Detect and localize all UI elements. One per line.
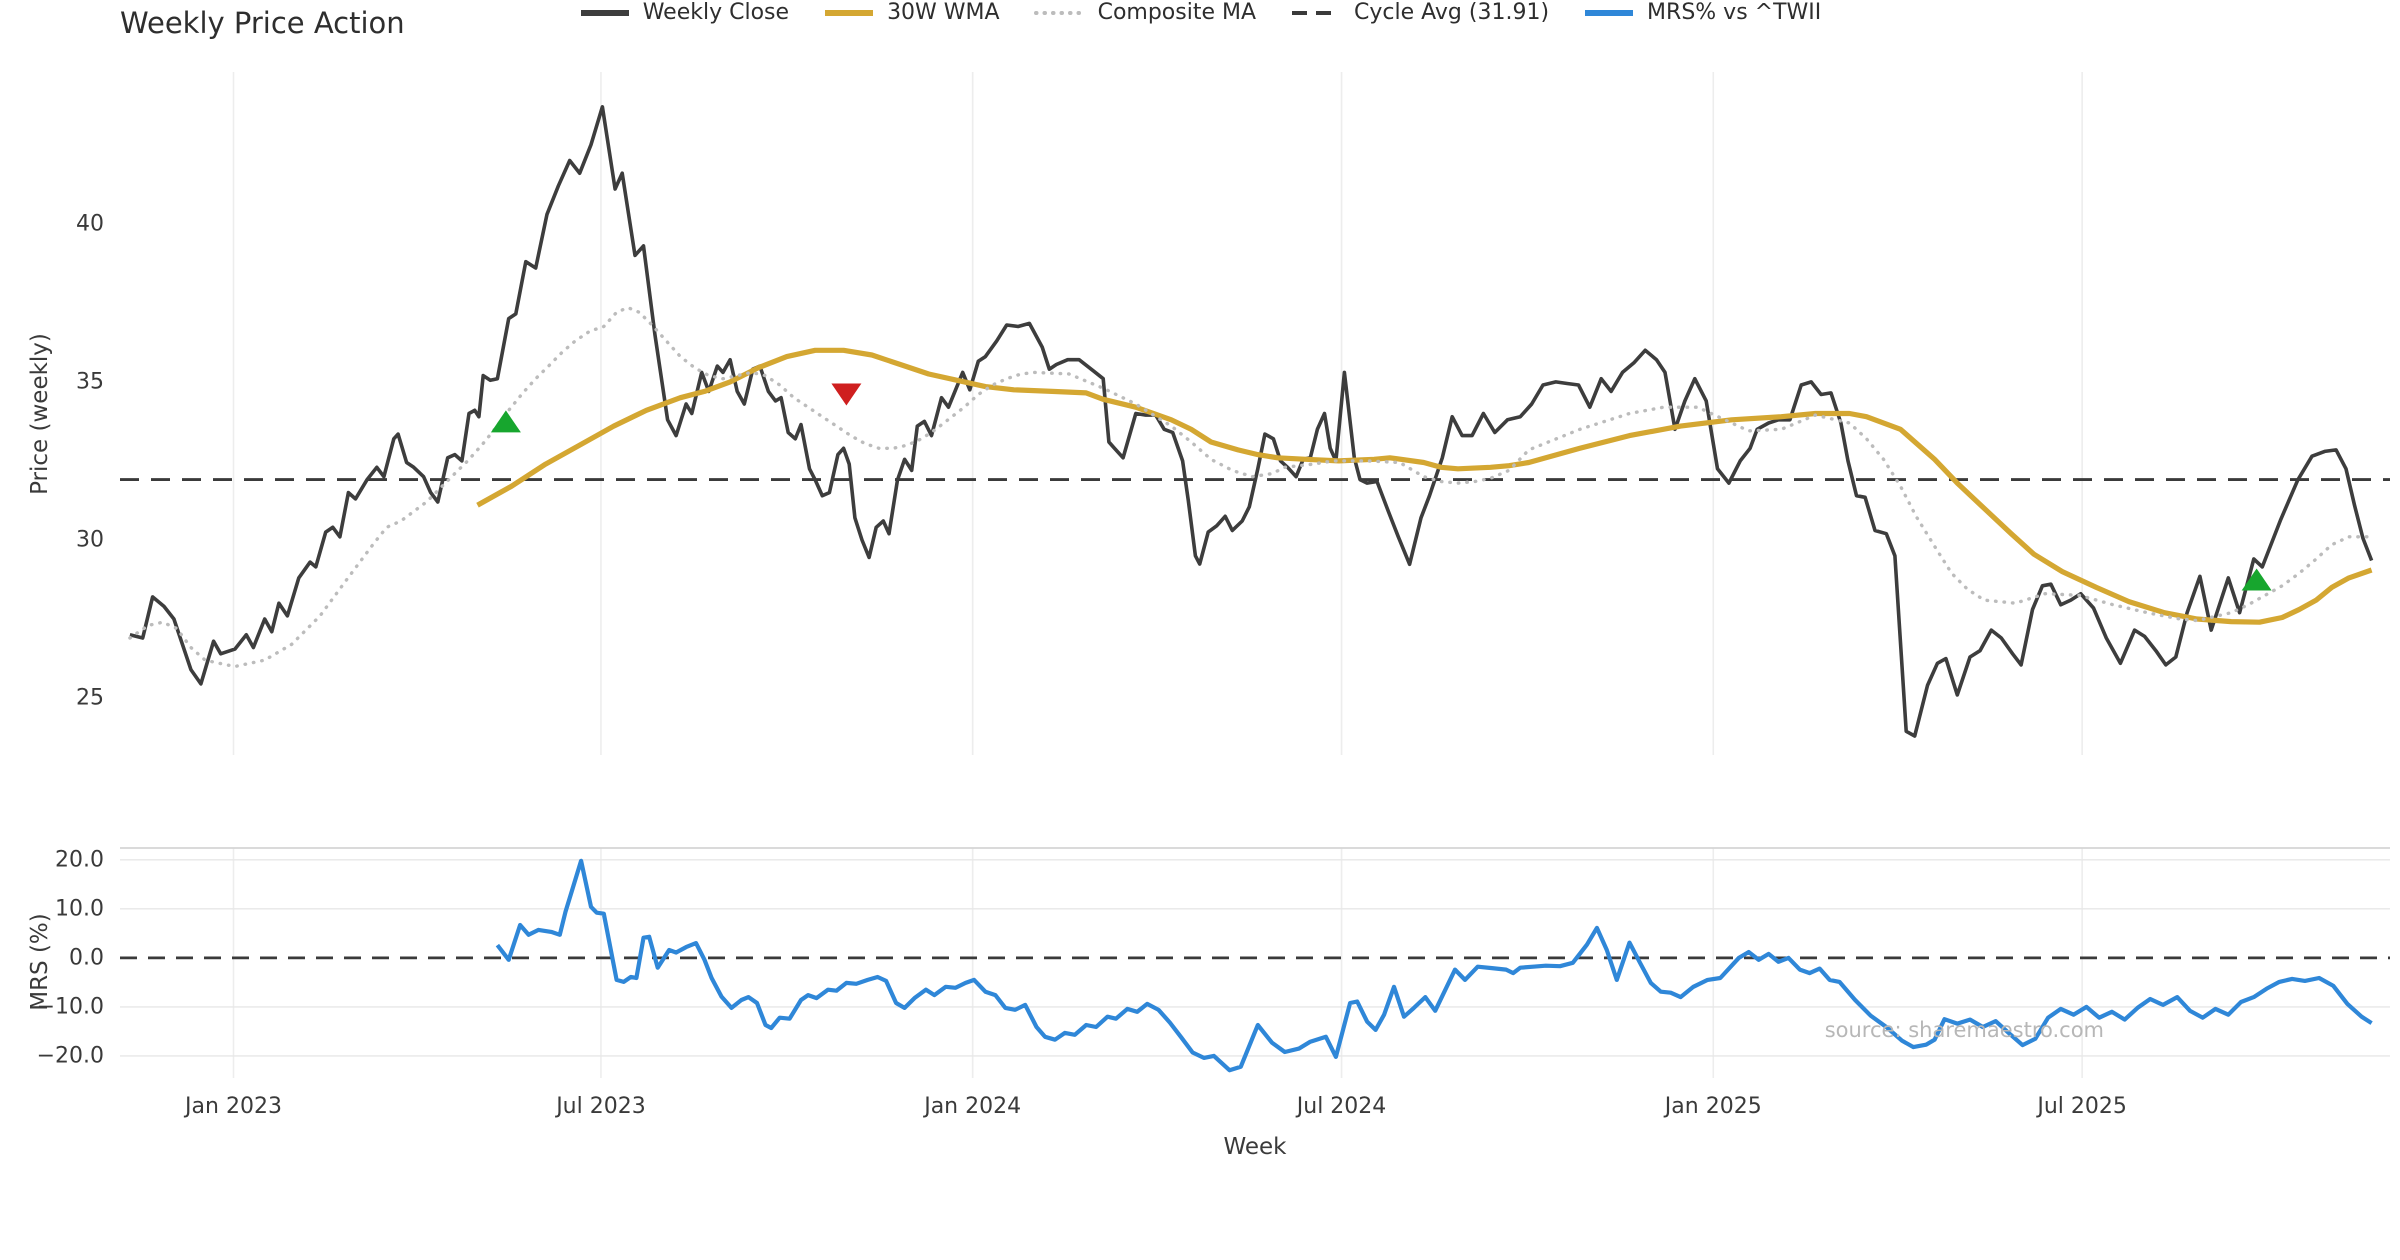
legend-label: 30W WMA — [887, 0, 1000, 25]
legend-label: Cycle Avg (31.91) — [1354, 0, 1550, 25]
sell-signal-triangle-icon — [831, 383, 862, 406]
price-ytick-label: 40 — [76, 211, 104, 237]
chart-title: Weekly Price Action — [120, 6, 405, 40]
series-mrs-vs-twii — [495, 858, 2373, 1073]
x-tick-label: Jul 2023 — [556, 1094, 646, 1119]
price-ytick-label: 25 — [76, 685, 104, 711]
x-tick-label: Jan 2025 — [1664, 1094, 1762, 1119]
x-tick-label: Jan 2023 — [185, 1094, 282, 1119]
legend-label: Composite MA — [1097, 0, 1257, 25]
legend-item-cycle-avg-31-91-: Cycle Avg (31.91) — [1290, 0, 1549, 25]
buy-signal-triangle-icon — [2241, 568, 2272, 591]
x-tick-label: Jul 2025 — [2037, 1094, 2127, 1119]
legend-item-composite-ma: Composite MA — [1033, 0, 1257, 25]
mrs-ytick-label: 20.0 — [55, 847, 104, 873]
mrs-ytick-label: 10.0 — [55, 896, 104, 922]
mrs-ytick-label: −20.0 — [36, 1043, 104, 1069]
series-composite-ma — [128, 305, 2374, 669]
buy-signal-triangle-icon — [490, 410, 521, 433]
legend-swatch-solid-icon — [580, 9, 629, 16]
legend-swatch-dotted-icon — [1033, 10, 1086, 15]
legend-label: Weekly Close — [642, 0, 790, 25]
legend-label: MRS% vs ^TWII — [1647, 0, 1822, 25]
series-30w-wma — [476, 347, 2373, 625]
legend-item-weekly-close: Weekly Close — [579, 0, 789, 25]
x-axis-label: Week — [1223, 1134, 1287, 1160]
legend-item-30w-wma: 30W WMA — [823, 0, 1000, 25]
legend-swatch-solid-icon — [825, 9, 874, 16]
mrs-ytick-label: −10.0 — [36, 994, 104, 1020]
watermark: source: sharemaestro.com — [1824, 1018, 2104, 1042]
x-tick-label: Jan 2024 — [924, 1094, 1022, 1119]
price-ytick-label: 35 — [76, 369, 104, 395]
x-tick-label: Jul 2024 — [1296, 1094, 1387, 1119]
legend: Weekly Close 30W WMA Composite MA Cycle Avg… — [0, 0, 2400, 25]
legend-item-mrs-vs-twii: MRS% vs ^TWII — [1583, 0, 1821, 25]
series-weekly-close — [129, 105, 2374, 738]
price-y-axis-label: Price (weekly) — [27, 333, 53, 495]
legend-swatch-dashed-icon — [1292, 10, 1341, 15]
mrs-ytick-label: 0.0 — [69, 945, 104, 971]
price-ytick-label: 30 — [76, 527, 104, 553]
legend-swatch-solid-icon — [1585, 9, 1634, 16]
